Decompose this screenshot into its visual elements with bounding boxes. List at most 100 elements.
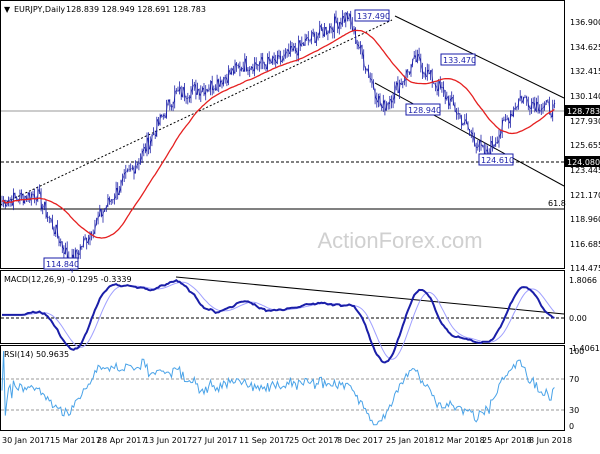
candle-body [466,120,467,124]
candle-body [98,217,99,219]
candle-body [251,67,252,69]
rsi-y-tick: 100 [569,347,584,356]
candle-body [194,85,195,86]
x-tick: 8 Dec 2017 [337,436,383,445]
candle-body [318,34,319,37]
rsi-line [2,351,554,425]
candle-body [381,105,382,108]
candle-body [520,96,521,99]
annotation-low-text: 114.840 [46,260,79,269]
candle-body [274,57,275,60]
annotation-high: 137.490 [355,10,390,21]
candle-body [507,119,508,121]
candle-body [10,199,11,200]
annotation-secondary-high: 133.470 [441,54,476,65]
candle-body [42,207,43,209]
candle-body [221,81,222,85]
price-y-tick: 132.415 [570,67,600,76]
price-y-tick: 118.960 [570,215,600,224]
candle-body [269,57,270,61]
candle-body [16,197,17,199]
candle-body [163,115,164,116]
candle-body [241,68,242,70]
candle-body [85,238,86,239]
price-y-tick: 134.625 [570,43,600,52]
downtrend-line-upper [395,16,564,98]
candle-body [109,198,110,202]
price-symbol-arrow-icon: ▼ [4,5,11,14]
candle-body [256,62,257,64]
annotation-mid-low-text: 128.940 [408,106,441,115]
candle-body [137,164,138,167]
candle-body [430,70,431,74]
candle-body [463,124,464,126]
candle-body [285,53,286,56]
candle-body [477,147,478,148]
candle-body [249,69,250,71]
candle-body [130,169,131,170]
x-tick: 30 Jan 2017 [2,436,50,445]
candle-body [500,133,501,136]
price-symbol-label: EURJPY,Daily [14,5,65,14]
candle-body [60,241,61,243]
x-tick: 11 Sep 2017 [239,436,290,445]
candle-body [370,77,371,79]
current-price-tag-text: 128.783 [567,107,600,116]
watermark: ActionForex.com [317,228,482,253]
candle-body [264,63,265,65]
candle-body [278,55,279,56]
x-tick: 25 Apr 2018 [482,436,531,445]
candle-body [301,43,302,46]
candle-body [533,102,534,103]
annotation-high-text: 137.490 [357,12,390,21]
fib-label: 61.8 [548,199,566,208]
candle-body [441,87,442,88]
candle-body [186,97,187,99]
candle-body [331,26,332,28]
candle-body [365,67,366,70]
candle-body [451,97,452,99]
candle-body [360,45,361,48]
candle-body [236,64,237,66]
candle-body [542,107,543,108]
candle-body [155,134,156,136]
x-tick: 25 Jan 2018 [386,436,434,445]
candle-body [306,37,307,39]
level-price-tag-text: 124.080 [567,158,600,167]
x-tick: 28 Apr 2017 [97,436,146,445]
x-tick: 12 Mar 2018 [434,436,485,445]
candle-body [49,217,50,218]
candle-body [32,194,33,195]
candle-body [213,89,214,91]
candle-body [179,87,180,91]
annotation-recent-low-text: 124.610 [481,156,514,165]
candle-body [469,129,470,132]
candle-body [526,97,527,100]
candle-body [257,65,258,66]
candle-body [357,43,358,45]
annotation-mid-low: 128.940 [406,104,441,115]
candle-body [327,32,328,34]
candle-body [332,29,333,33]
candle-body [189,98,190,99]
annotation-low: 114.840 [44,258,79,269]
candle-body [308,37,309,40]
candle-body [435,84,436,87]
candle-body [409,72,410,74]
rsi-y-tick: 70 [569,375,579,384]
x-axis: 30 Jan 2017 15 Mar 2017 28 Apr 2017 13 J… [2,436,572,445]
candle-body [161,115,162,116]
candle-body [208,90,209,91]
x-tick: 25 Oct 2017 [289,436,338,445]
candle-body [287,50,288,53]
candle-body [111,200,112,202]
candle-body [340,22,341,24]
price-y-tick: 116.685 [570,240,600,249]
candle-body [187,98,188,99]
candle-body [202,88,203,92]
candle-body [446,97,447,100]
x-tick: 13 Jun 2017 [144,436,192,445]
rsi-panel-frame [1,346,565,431]
